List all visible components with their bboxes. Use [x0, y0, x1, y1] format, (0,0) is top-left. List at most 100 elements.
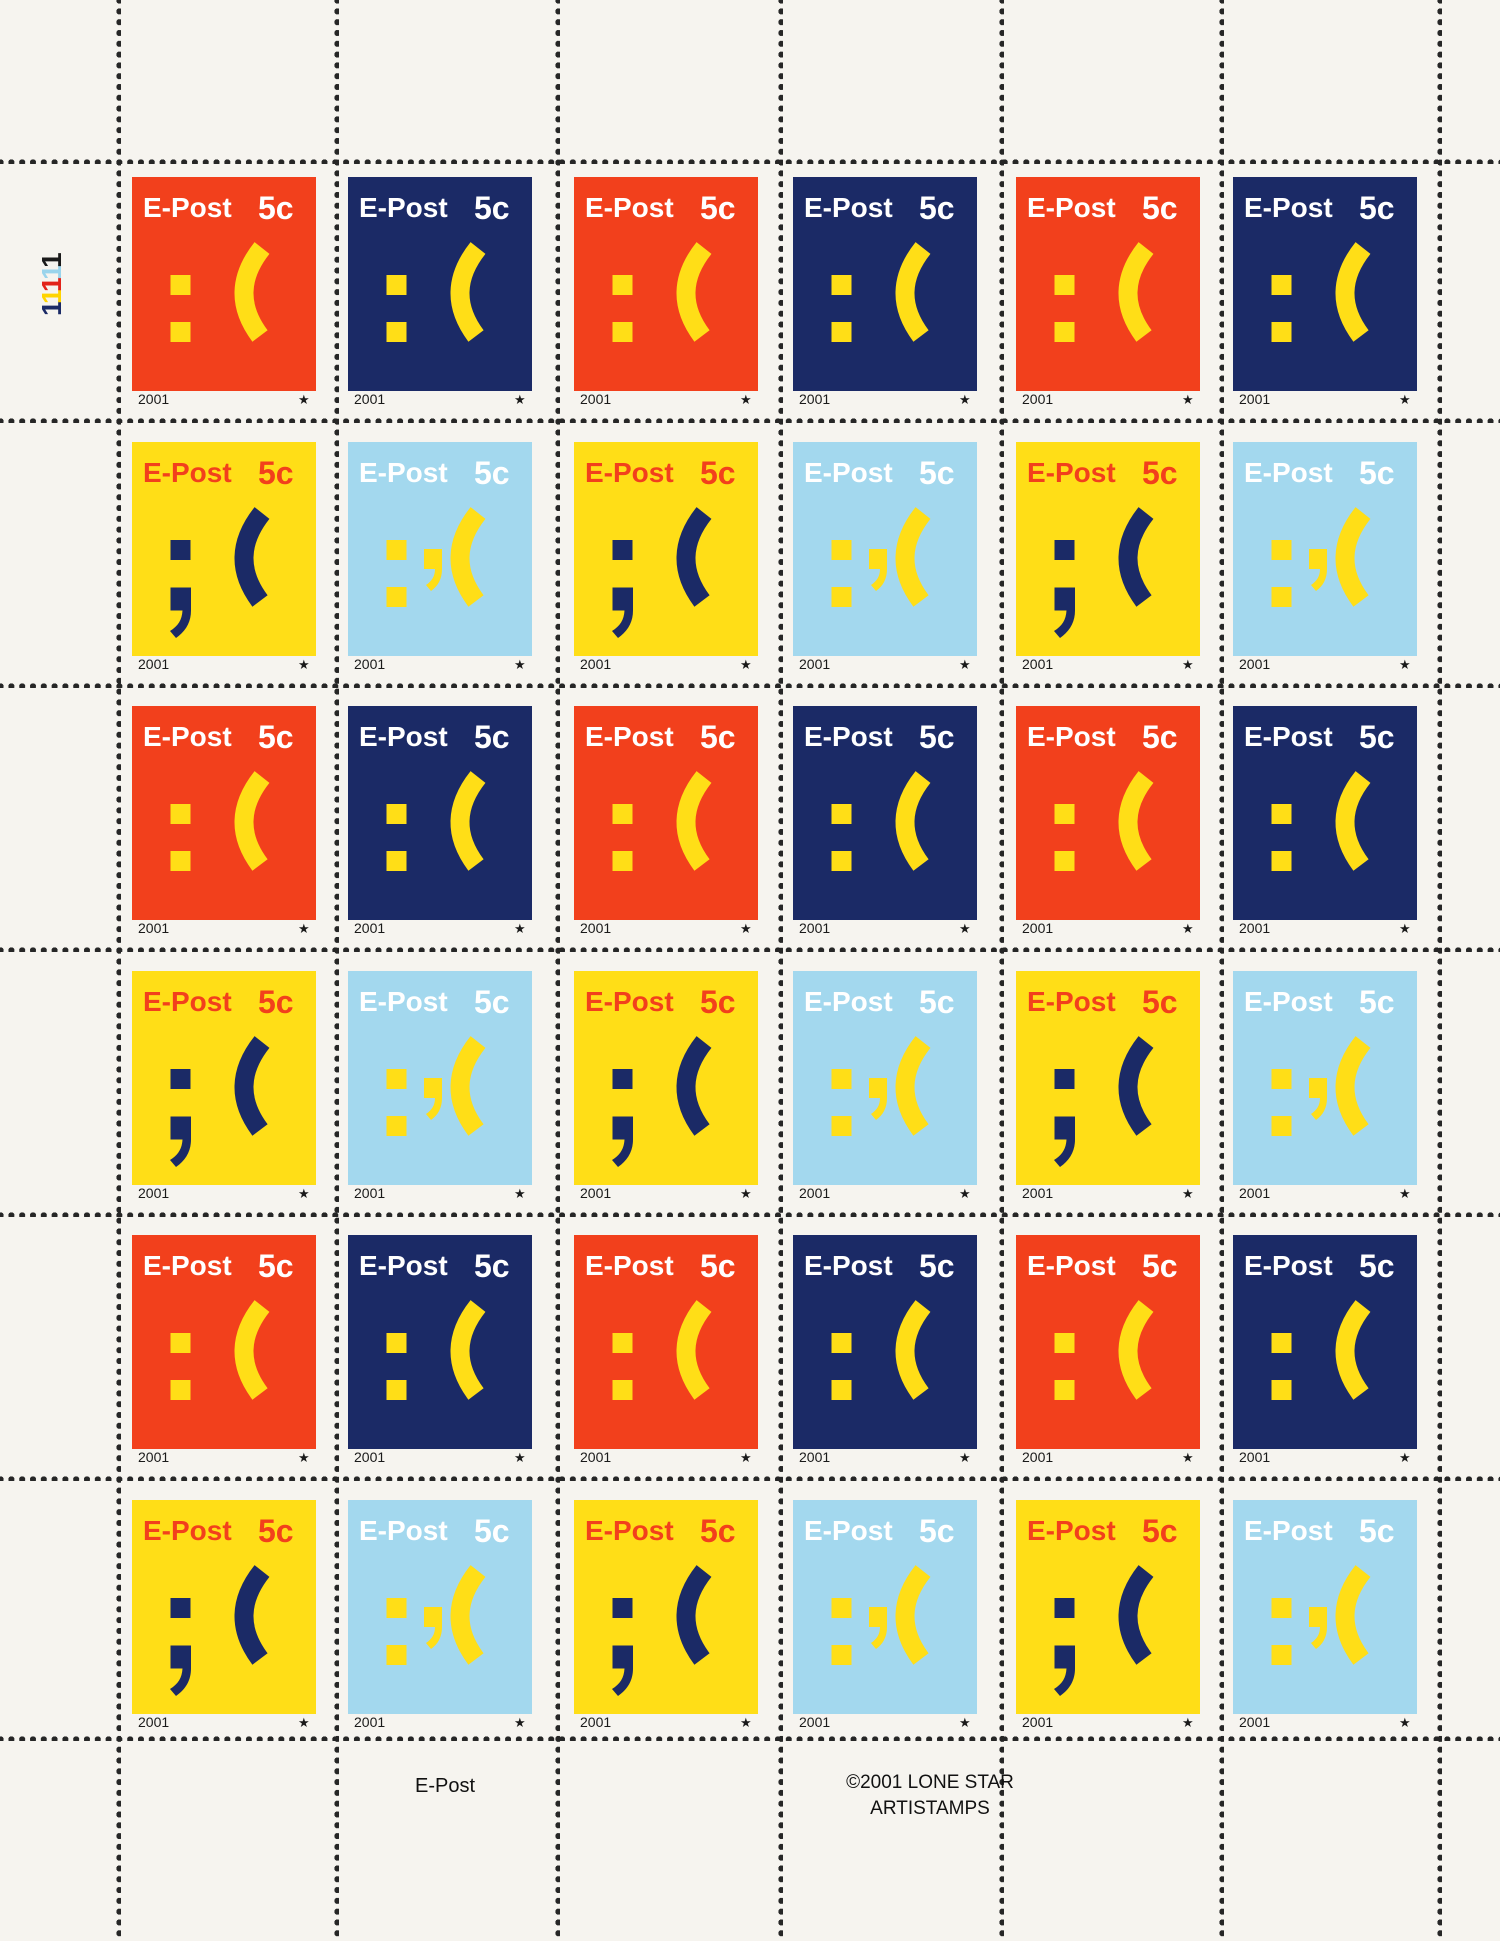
svg-text:5c: 5c	[474, 1248, 510, 1284]
svg-text:★: ★	[1399, 921, 1411, 936]
svg-text:★: ★	[298, 657, 310, 672]
svg-text:★: ★	[514, 1186, 526, 1201]
svg-text:2001: 2001	[138, 1449, 169, 1465]
svg-text:★: ★	[1182, 392, 1194, 407]
svg-text:E-Post: E-Post	[143, 457, 232, 488]
svg-text:E-Post: E-Post	[1027, 721, 1116, 752]
svg-text:★: ★	[1399, 657, 1411, 672]
svg-text:5c: 5c	[474, 455, 510, 491]
svg-text:2001: 2001	[1022, 656, 1053, 672]
svg-text:★: ★	[1182, 921, 1194, 936]
svg-text:★: ★	[959, 1450, 971, 1465]
svg-text:5c: 5c	[700, 190, 736, 226]
svg-text:2001: 2001	[1239, 920, 1270, 936]
svg-text:2001: 2001	[138, 391, 169, 407]
svg-text:★: ★	[1182, 1186, 1194, 1201]
svg-text:E-Post: E-Post	[359, 192, 448, 223]
svg-text:E-Post: E-Post	[359, 1515, 448, 1546]
svg-text:2001: 2001	[354, 391, 385, 407]
svg-text:★: ★	[514, 657, 526, 672]
svg-text:E-Post: E-Post	[143, 192, 232, 223]
svg-text:2001: 2001	[354, 1185, 385, 1201]
svg-text:★: ★	[298, 1186, 310, 1201]
svg-text:★: ★	[1182, 1450, 1194, 1465]
svg-text:2001: 2001	[580, 1185, 611, 1201]
svg-text:★: ★	[298, 392, 310, 407]
svg-text:5c: 5c	[1359, 1248, 1395, 1284]
svg-text:E-Post: E-Post	[1244, 457, 1333, 488]
svg-text:E-Post: E-Post	[804, 457, 893, 488]
svg-text:E-Post: E-Post	[1027, 1515, 1116, 1546]
svg-text:5c: 5c	[919, 984, 955, 1020]
svg-text:E-Post: E-Post	[143, 1515, 232, 1546]
svg-text:5c: 5c	[1359, 719, 1395, 755]
svg-text:★: ★	[959, 1186, 971, 1201]
svg-text:2001: 2001	[1022, 1185, 1053, 1201]
svg-text:★: ★	[298, 921, 310, 936]
svg-text:★: ★	[1182, 657, 1194, 672]
svg-text:5c: 5c	[1142, 190, 1178, 226]
svg-text:2001: 2001	[354, 920, 385, 936]
svg-text:5c: 5c	[919, 455, 955, 491]
svg-text:E-Post: E-Post	[585, 192, 674, 223]
svg-text:5c: 5c	[474, 719, 510, 755]
svg-text:★: ★	[514, 921, 526, 936]
svg-text:2001: 2001	[138, 656, 169, 672]
svg-text:5c: 5c	[258, 455, 294, 491]
svg-text:2001: 2001	[799, 920, 830, 936]
svg-text:5c: 5c	[700, 1248, 736, 1284]
svg-text:E-Post: E-Post	[1244, 721, 1333, 752]
svg-text:E-Post: E-Post	[143, 721, 232, 752]
svg-text:E-Post: E-Post	[1027, 986, 1116, 1017]
svg-text:E-Post: E-Post	[585, 986, 674, 1017]
svg-text:2001: 2001	[354, 1449, 385, 1465]
svg-text:E-Post: E-Post	[585, 457, 674, 488]
svg-text:E-Post: E-Post	[585, 1250, 674, 1281]
svg-text:E-Post: E-Post	[359, 1250, 448, 1281]
svg-text:5c: 5c	[1359, 1513, 1395, 1549]
svg-text:E-Post: E-Post	[585, 1515, 674, 1546]
svg-text:5c: 5c	[1142, 455, 1178, 491]
svg-text:E-Post: E-Post	[1244, 192, 1333, 223]
svg-text:5c: 5c	[700, 1513, 736, 1549]
svg-text:5c: 5c	[919, 719, 955, 755]
svg-text:2001: 2001	[1239, 1185, 1270, 1201]
svg-text:5c: 5c	[258, 190, 294, 226]
svg-text:E-Post: E-Post	[1027, 457, 1116, 488]
svg-text:5c: 5c	[700, 984, 736, 1020]
svg-text:E-Post: E-Post	[804, 986, 893, 1017]
svg-text:E-Post: E-Post	[1244, 1515, 1333, 1546]
svg-text:E-Post: E-Post	[1244, 986, 1333, 1017]
svg-text:2001: 2001	[354, 656, 385, 672]
svg-text:5c: 5c	[1142, 1248, 1178, 1284]
svg-text:★: ★	[514, 392, 526, 407]
svg-text:5c: 5c	[919, 1513, 955, 1549]
svg-text:★: ★	[1399, 1450, 1411, 1465]
svg-text:5c: 5c	[474, 1513, 510, 1549]
svg-text:2001: 2001	[1022, 920, 1053, 936]
svg-text:★: ★	[1399, 1186, 1411, 1201]
svg-text:5c: 5c	[700, 719, 736, 755]
svg-text:★: ★	[740, 1186, 752, 1201]
svg-text:5c: 5c	[919, 1248, 955, 1284]
svg-text:5c: 5c	[474, 984, 510, 1020]
svg-text:2001: 2001	[1022, 391, 1053, 407]
svg-text:E-Post: E-Post	[804, 192, 893, 223]
svg-text:5c: 5c	[1142, 719, 1178, 755]
svg-text:2001: 2001	[1239, 656, 1270, 672]
svg-text:★: ★	[740, 921, 752, 936]
svg-text:★: ★	[740, 657, 752, 672]
svg-text:2001: 2001	[799, 1185, 830, 1201]
svg-text:2001: 2001	[799, 1449, 830, 1465]
svg-text:2001: 2001	[580, 920, 611, 936]
svg-text:E-Post: E-Post	[804, 1250, 893, 1281]
svg-text:E-Post: E-Post	[359, 986, 448, 1017]
svg-text:5c: 5c	[700, 455, 736, 491]
svg-text:2001: 2001	[1239, 1449, 1270, 1465]
svg-text:2001: 2001	[138, 1185, 169, 1201]
svg-text:2001: 2001	[580, 1449, 611, 1465]
svg-text:5c: 5c	[258, 984, 294, 1020]
svg-text:2001: 2001	[1239, 391, 1270, 407]
svg-text:5c: 5c	[258, 1248, 294, 1284]
svg-text:5c: 5c	[1359, 984, 1395, 1020]
